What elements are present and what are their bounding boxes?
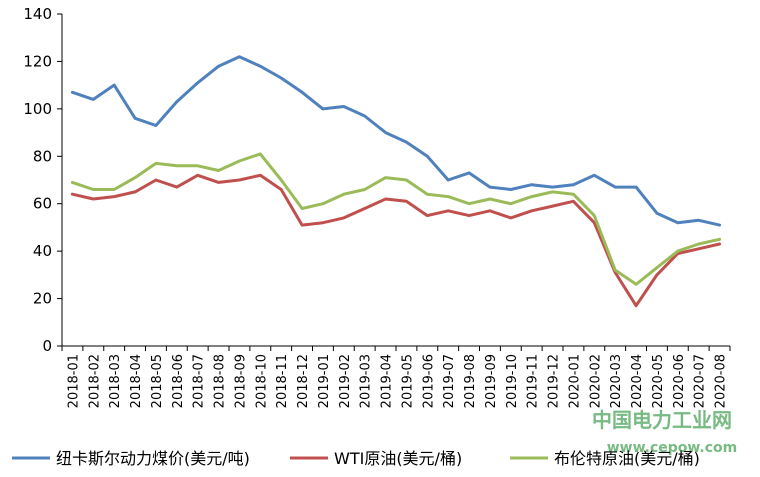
legend-label: 布伦特原油(美元/桶) [554, 449, 700, 468]
x-tick-label: 2018-09 [233, 354, 248, 408]
x-tick-label: 2020-08 [714, 354, 729, 408]
x-tick-label: 2018-05 [150, 354, 165, 408]
x-tick-label: 2018-01 [66, 354, 81, 408]
y-tick-label: 120 [23, 52, 52, 70]
x-tick-label: 2018-07 [192, 354, 207, 408]
watermark-line1: 中国电力工业网 [592, 408, 732, 432]
y-tick-label: 60 [33, 195, 52, 213]
x-tick-label: 2018-04 [129, 354, 144, 408]
y-tick-label: 100 [23, 100, 52, 118]
x-tick-label: 2018-12 [296, 354, 311, 408]
x-tick-label: 2020-04 [630, 354, 645, 408]
series-line-3 [70, 152, 722, 286]
x-tick-label: 2019-07 [442, 354, 457, 408]
chart-series [70, 55, 722, 308]
x-tick-label: 2019-04 [380, 354, 395, 408]
x-axis-ticks: 2018-01 2018-02 2018-03 2018-04 2018-05 2018-… [61, 346, 731, 408]
x-tick-label: 2019-03 [359, 354, 374, 408]
series-line-2 [70, 173, 722, 308]
y-tick-label: 80 [33, 147, 52, 165]
x-tick-label: 2020-07 [693, 354, 708, 408]
x-tick-label: 2020-01 [567, 354, 582, 408]
series-line-1 [70, 55, 722, 227]
x-tick-label: 2018-02 [87, 354, 102, 408]
x-tick-label: 2019-12 [547, 354, 562, 408]
y-tick-label: 20 [33, 290, 52, 308]
legend-label: 纽卡斯尔动力煤价(美元/吨) [56, 449, 250, 468]
x-tick-label: 2020-05 [651, 354, 666, 408]
x-tick-label: 2019-08 [463, 354, 478, 408]
x-tick-label: 2019-06 [421, 354, 436, 408]
x-tick-label: 2019-11 [526, 354, 541, 408]
legend-label: WTI原油(美元/桶) [334, 449, 462, 468]
x-tick-label: 2018-10 [254, 354, 269, 408]
watermark: 中国电力工业网 www.cepow.com [592, 408, 737, 456]
x-tick-label: 2018-08 [213, 354, 228, 408]
x-tick-label: 2018-06 [171, 354, 186, 408]
x-tick-label: 2020-06 [672, 354, 687, 408]
x-tick-label: 2018-03 [108, 354, 123, 408]
x-tick-label: 2019-10 [505, 354, 520, 408]
x-tick-label: 2019-05 [400, 354, 415, 408]
x-tick-label: 2018-11 [275, 354, 290, 408]
x-tick-label: 2020-03 [609, 354, 624, 408]
y-axis-ticks: 0 20 40 60 80 100 120 140 [23, 5, 62, 355]
y-tick-label: 0 [42, 337, 52, 355]
x-tick-label: 2019-02 [338, 354, 353, 408]
x-tick-label: 2019-09 [484, 354, 499, 408]
y-tick-label: 140 [23, 5, 52, 23]
x-tick-label: 2020-02 [588, 354, 603, 408]
x-tick-label: 2019-01 [317, 354, 332, 408]
watermark-line2: www.cepow.com [607, 440, 738, 456]
y-tick-label: 40 [33, 242, 52, 260]
chart-legend: 纽卡斯尔动力煤价(美元/吨) WTI原油(美元/桶) 布伦特原油(美元/桶) [12, 449, 700, 468]
